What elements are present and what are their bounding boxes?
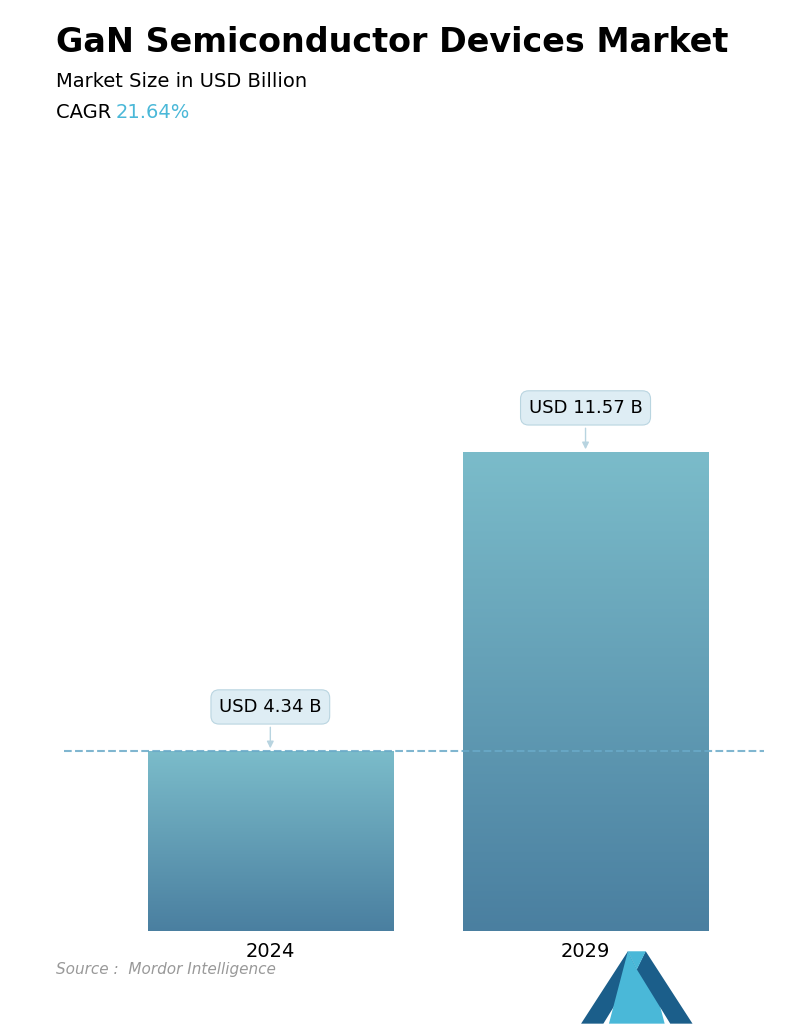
Polygon shape (609, 951, 665, 1024)
Text: GaN Semiconductor Devices Market: GaN Semiconductor Devices Market (56, 26, 728, 59)
Polygon shape (637, 951, 693, 1024)
Text: USD 4.34 B: USD 4.34 B (219, 698, 322, 747)
Text: Market Size in USD Billion: Market Size in USD Billion (56, 72, 306, 91)
Text: Source :  Mordor Intelligence: Source : Mordor Intelligence (56, 962, 275, 977)
Text: 21.64%: 21.64% (115, 103, 189, 122)
Polygon shape (628, 951, 646, 970)
Text: CAGR: CAGR (56, 103, 117, 122)
Polygon shape (581, 951, 637, 1024)
Text: USD 11.57 B: USD 11.57 B (529, 399, 642, 448)
